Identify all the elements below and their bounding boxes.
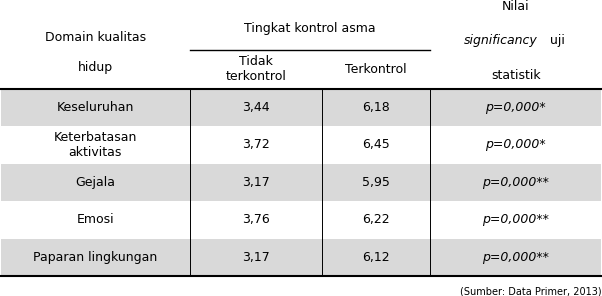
Text: Keterbatasan
aktivitas: Keterbatasan aktivitas [54,131,137,159]
Text: 6,18: 6,18 [362,101,390,114]
Text: Domain kualitas: Domain kualitas [45,31,146,44]
Text: p=0,000*: p=0,000* [485,101,546,114]
Text: Paparan lingkungan: Paparan lingkungan [33,251,157,264]
Text: p=0,000**: p=0,000** [482,251,549,264]
Text: statistik: statistik [491,69,541,82]
Text: 3,17: 3,17 [242,176,270,189]
Bar [1,126,601,164]
Text: 3,44: 3,44 [242,101,270,114]
Text: hidup: hidup [78,61,113,74]
Bar [1,164,601,201]
Text: 6,45: 6,45 [362,139,390,152]
Bar [1,89,601,126]
Text: 6,12: 6,12 [362,251,390,264]
Bar [1,201,601,239]
Text: p=0,000**: p=0,000** [482,213,549,226]
Text: 6,22: 6,22 [362,213,390,226]
Text: (Sumber: Data Primer, 2013): (Sumber: Data Primer, 2013) [460,287,601,296]
Bar [1,239,601,276]
Text: 3,76: 3,76 [242,213,270,226]
Text: Tidak
terkontrol: Tidak terkontrol [226,55,287,83]
Text: 3,72: 3,72 [242,139,270,152]
Text: 5,95: 5,95 [362,176,390,189]
Text: p=0,000*: p=0,000* [485,139,546,152]
Text: significancy: significancy [464,34,538,47]
Text: 3,17: 3,17 [242,251,270,264]
Text: p=0,000**: p=0,000** [482,176,549,189]
Text: Tingkat kontrol asma: Tingkat kontrol asma [244,22,376,35]
Text: Gejala: Gejala [75,176,116,189]
Text: Terkontrol: Terkontrol [346,63,407,76]
Text: Keseluruhan: Keseluruhan [57,101,134,114]
Text: Nilai: Nilai [502,1,530,14]
Text: Emosi: Emosi [76,213,114,226]
Text: uji: uji [550,34,565,47]
